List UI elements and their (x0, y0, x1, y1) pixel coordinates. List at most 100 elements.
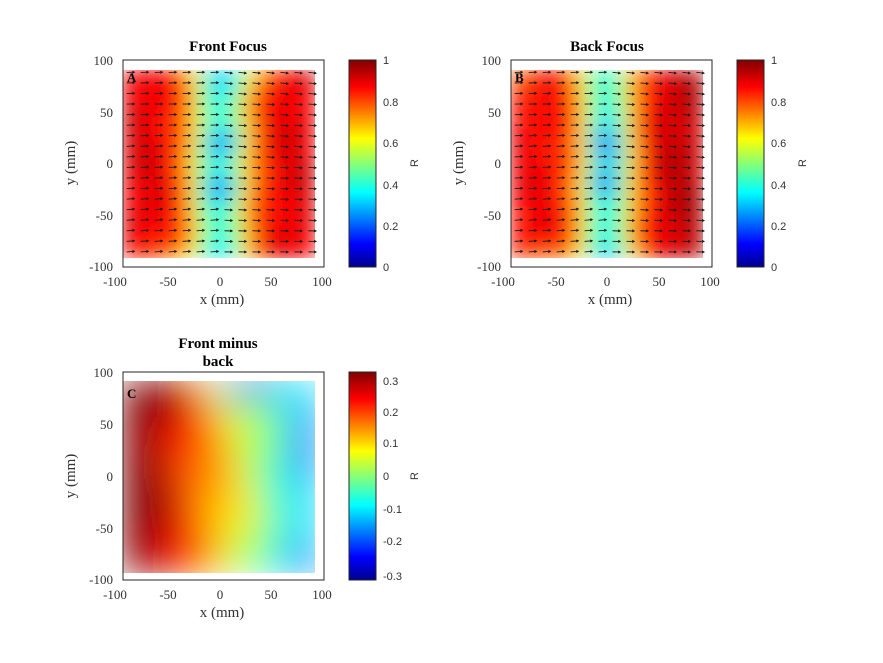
heatmap-cell (156, 79, 162, 85)
quiver-arrow-head (174, 165, 178, 169)
quiver-arrow-head (299, 124, 304, 128)
heatmap-cell (171, 510, 177, 516)
heatmap-cell (650, 229, 656, 235)
heatmap-cell (281, 243, 287, 249)
heatmap-cell (635, 215, 641, 221)
heatmap-cell (295, 93, 301, 99)
heatmap-cell (175, 220, 181, 226)
heatmap-cell (175, 457, 181, 463)
heatmap-cell (142, 481, 148, 487)
heatmap-cell (645, 234, 651, 240)
heatmap-cell (525, 93, 531, 99)
quiver-arrow-head (313, 208, 317, 212)
heatmap-cell (180, 462, 186, 468)
heatmap-cell (616, 84, 622, 90)
heatmap-cell (655, 215, 661, 221)
heatmap-cell (199, 505, 205, 511)
quiver-arrow-head (659, 124, 664, 128)
heatmap-cell (199, 229, 205, 235)
heatmap-cell (185, 206, 191, 212)
heatmap-cell (123, 405, 129, 411)
heatmap-cell (204, 206, 210, 212)
heatmap-cell (300, 131, 306, 137)
heatmap-cell (674, 140, 680, 146)
heatmap-cell (137, 187, 143, 193)
heatmap-cell (587, 243, 593, 249)
heatmap-cell (142, 211, 148, 216)
heatmap-cell (166, 131, 172, 137)
heatmap-cell (190, 201, 196, 207)
heatmap-cell (180, 381, 186, 387)
colorbar-gradient (736, 59, 765, 268)
heatmap-cell (219, 112, 225, 118)
heatmap-cell (137, 438, 143, 444)
quiver-arrow-head (257, 197, 262, 201)
heatmap-cell (142, 505, 148, 511)
heatmap-cell (262, 164, 268, 169)
heatmap-cell (300, 229, 306, 235)
heatmap-cell (688, 239, 694, 245)
quiver-arrow-head (520, 207, 524, 211)
heatmap-cell (674, 84, 680, 90)
heatmap-cell (573, 229, 579, 235)
heatmap-cell (563, 206, 569, 212)
heatmap-cell (310, 159, 315, 165)
heatmap-cell (123, 102, 129, 108)
heatmap-cell (310, 234, 315, 240)
heatmap-cell (219, 239, 225, 245)
heatmap-cell (520, 211, 526, 216)
heatmap-cell (156, 563, 162, 569)
quiver-arrow (224, 93, 233, 95)
heatmap-cell (209, 145, 215, 151)
heatmap-cell (300, 126, 306, 132)
heatmap-cell (587, 102, 593, 108)
quiver-arrow-head (313, 92, 317, 96)
heatmap-cell (592, 178, 598, 184)
heatmap-cell (156, 568, 162, 573)
heatmap-cell (127, 419, 133, 425)
heatmap-cell (271, 168, 277, 174)
heatmap-cell (276, 220, 282, 226)
heatmap-cell (238, 234, 244, 240)
heatmap-cell (209, 414, 215, 420)
heatmap-cell (123, 74, 129, 80)
quiver-arrow-head (562, 81, 566, 85)
heatmap-cell (515, 131, 521, 137)
heatmap-cell (166, 98, 172, 104)
quiver-arrow-head (548, 228, 552, 232)
heatmap-cell (698, 88, 703, 94)
heatmap-cell (679, 182, 685, 188)
quiver-arrow-head (701, 71, 705, 75)
quiver-arrow (542, 145, 551, 147)
heatmap-cell (147, 135, 153, 141)
heatmap-cell (190, 505, 196, 511)
heatmap-cell (525, 121, 531, 127)
heatmap-cell (156, 558, 162, 564)
heatmap-cell (281, 253, 287, 258)
heatmap-cell (233, 196, 239, 202)
heatmap-cell (156, 419, 162, 425)
heatmap-cell (530, 140, 536, 146)
heatmap-cell (137, 84, 143, 90)
heatmap-cell (578, 140, 584, 146)
quiver-arrow-head (548, 207, 552, 211)
heatmap-cell (616, 159, 622, 165)
heatmap-cell (171, 472, 177, 478)
heatmap-cell (693, 131, 699, 137)
heatmap-cell (147, 70, 153, 75)
heatmap-cell (132, 215, 138, 221)
heatmap-cell (204, 173, 210, 179)
quiver-arrow (570, 229, 579, 232)
heatmap-cell (286, 117, 292, 122)
heatmap-cell (185, 88, 191, 94)
heatmap-cell (635, 234, 641, 240)
heatmap-cell (276, 107, 282, 113)
heatmap-cell (190, 192, 196, 198)
heatmap-cell (621, 135, 627, 141)
quiver-arrow (196, 145, 205, 147)
heatmap-cell (185, 414, 191, 420)
heatmap-cell (655, 234, 661, 240)
heatmap-cell (693, 178, 699, 184)
heatmap-cell (621, 201, 627, 207)
quiver-arrow-head (631, 229, 636, 233)
